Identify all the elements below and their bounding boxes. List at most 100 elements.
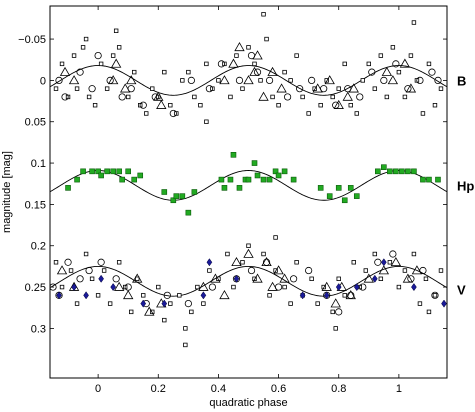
point-v-open-triangle [267, 281, 278, 291]
point-v-filled-diamond [233, 274, 240, 283]
point-v-open-square [411, 251, 417, 257]
point-hp-filled-square [260, 176, 267, 183]
point-v-open-square [432, 293, 438, 298]
point-b-open-circle [368, 68, 376, 76]
y-tick-label: 0.1 [31, 158, 46, 170]
axis-group: 0 0.2 0.4 0.6 0.8 1 −0.05 0 0.05 0.1 0.15 0.2 0.25 0.… [18, 6, 447, 395]
point-hp-filled-square [381, 164, 387, 170]
point-v-open-circle [50, 283, 57, 291]
point-hp-filled-square [435, 176, 441, 183]
point-b-open-triangle [126, 75, 137, 85]
point-v-open-square [378, 276, 384, 281]
point-hp-filled-square [161, 189, 168, 195]
x-tick-label: 0.2 [151, 383, 166, 395]
point-hp-filled-square [218, 176, 225, 183]
point-v-open-circle [64, 258, 72, 266]
point-b-open-square [282, 69, 287, 75]
y-axis-title: magnitude [mag] [1, 151, 13, 233]
point-hp-filled-square [393, 168, 399, 175]
point-b-open-square [396, 69, 402, 75]
point-b-open-square [74, 86, 80, 91]
point-v-open-square [426, 309, 432, 315]
point-b-open-circle [392, 60, 400, 68]
point-hp-filled-square [266, 176, 273, 183]
point-b-open-square [113, 28, 119, 33]
point-b-open-square [144, 111, 149, 116]
point-b-open-triangle [258, 91, 269, 101]
point-v-open-square [342, 293, 347, 298]
point-v-open-triangle [198, 281, 209, 291]
point-hp-filled-square [326, 193, 333, 199]
point-v-open-square [95, 293, 101, 298]
point-v-open-square [156, 284, 161, 290]
point-hp-filled-square [104, 168, 110, 175]
fit-curve-b [50, 65, 447, 96]
point-v-filled-diamond [200, 291, 207, 300]
point-b-open-triangle [156, 99, 167, 109]
point-hp-filled-square [80, 168, 86, 175]
point-v-open-triangle [363, 273, 374, 283]
point-b-open-circle [428, 68, 436, 76]
point-b-open-square [438, 86, 444, 91]
point-b-open-square [59, 61, 65, 67]
point-v-open-circle [76, 275, 84, 283]
point-b-open-circle [169, 109, 177, 118]
point-v-filled-diamond [353, 283, 360, 292]
point-b-open-square [125, 94, 131, 100]
point-v-open-square [273, 235, 278, 240]
point-v-open-triangle [210, 273, 221, 283]
point-v-open-circle [208, 283, 217, 291]
point-v-open-triangle [113, 281, 125, 291]
point-b-open-triangle [107, 75, 119, 85]
point-v-open-square [417, 301, 423, 306]
point-v-filled-diamond [381, 258, 387, 267]
point-b-open-square [408, 53, 414, 58]
point-b-open-square [104, 86, 110, 91]
point-b-open-circle [118, 93, 126, 101]
point-b-open-triangle [342, 91, 353, 101]
point-b-open-square [116, 45, 122, 50]
point-b-open-circle [283, 93, 292, 101]
y-tick-label: 0.25 [25, 282, 46, 294]
point-b-open-triangle [405, 83, 417, 93]
point-b-open-square [378, 53, 384, 58]
point-v-open-square [183, 342, 188, 348]
point-b-open-square [132, 69, 137, 75]
point-b-open-triangle [120, 83, 131, 93]
point-v-open-square [315, 301, 320, 306]
point-v-filled-diamond [206, 258, 213, 267]
point-v-open-triangle [56, 265, 68, 275]
point-v-open-circle [97, 258, 105, 266]
point-hp-filled-square [254, 172, 261, 179]
point-v-open-square [330, 309, 335, 315]
point-v-filled-diamond [140, 299, 147, 308]
x-tick-label: 1 [396, 383, 402, 395]
point-b-open-square [426, 61, 432, 67]
y-tick-label: 0.3 [31, 323, 46, 335]
point-b-open-square [80, 45, 86, 50]
point-hp-filled-square [65, 185, 71, 191]
point-b-open-triangle [68, 75, 80, 85]
point-b-open-square [402, 94, 408, 100]
point-v-open-square [240, 260, 245, 265]
point-v-open-square [177, 293, 182, 298]
point-hp-filled-square [290, 176, 297, 183]
point-v-open-square [231, 284, 236, 290]
point-hp-filled-square [119, 176, 125, 183]
point-b-open-square [192, 94, 197, 100]
point-hp-filled-square [236, 185, 243, 191]
point-b-open-triangle [110, 58, 122, 68]
point-v-open-square [294, 260, 299, 265]
band-label-b: B [457, 73, 466, 88]
point-b-open-triangle [252, 50, 263, 60]
point-b-open-square [432, 103, 438, 108]
point-b-open-triangle [276, 83, 287, 93]
point-b-open-square [53, 86, 59, 91]
point-hp-filled-square [98, 172, 104, 179]
point-hp-filled-square [95, 168, 101, 175]
point-b-open-square [71, 53, 77, 58]
y-tick-label: 0.15 [25, 199, 46, 211]
point-b-open-triangle [228, 58, 239, 68]
point-v-open-square [183, 326, 188, 331]
point-b-open-triangle [59, 66, 71, 76]
